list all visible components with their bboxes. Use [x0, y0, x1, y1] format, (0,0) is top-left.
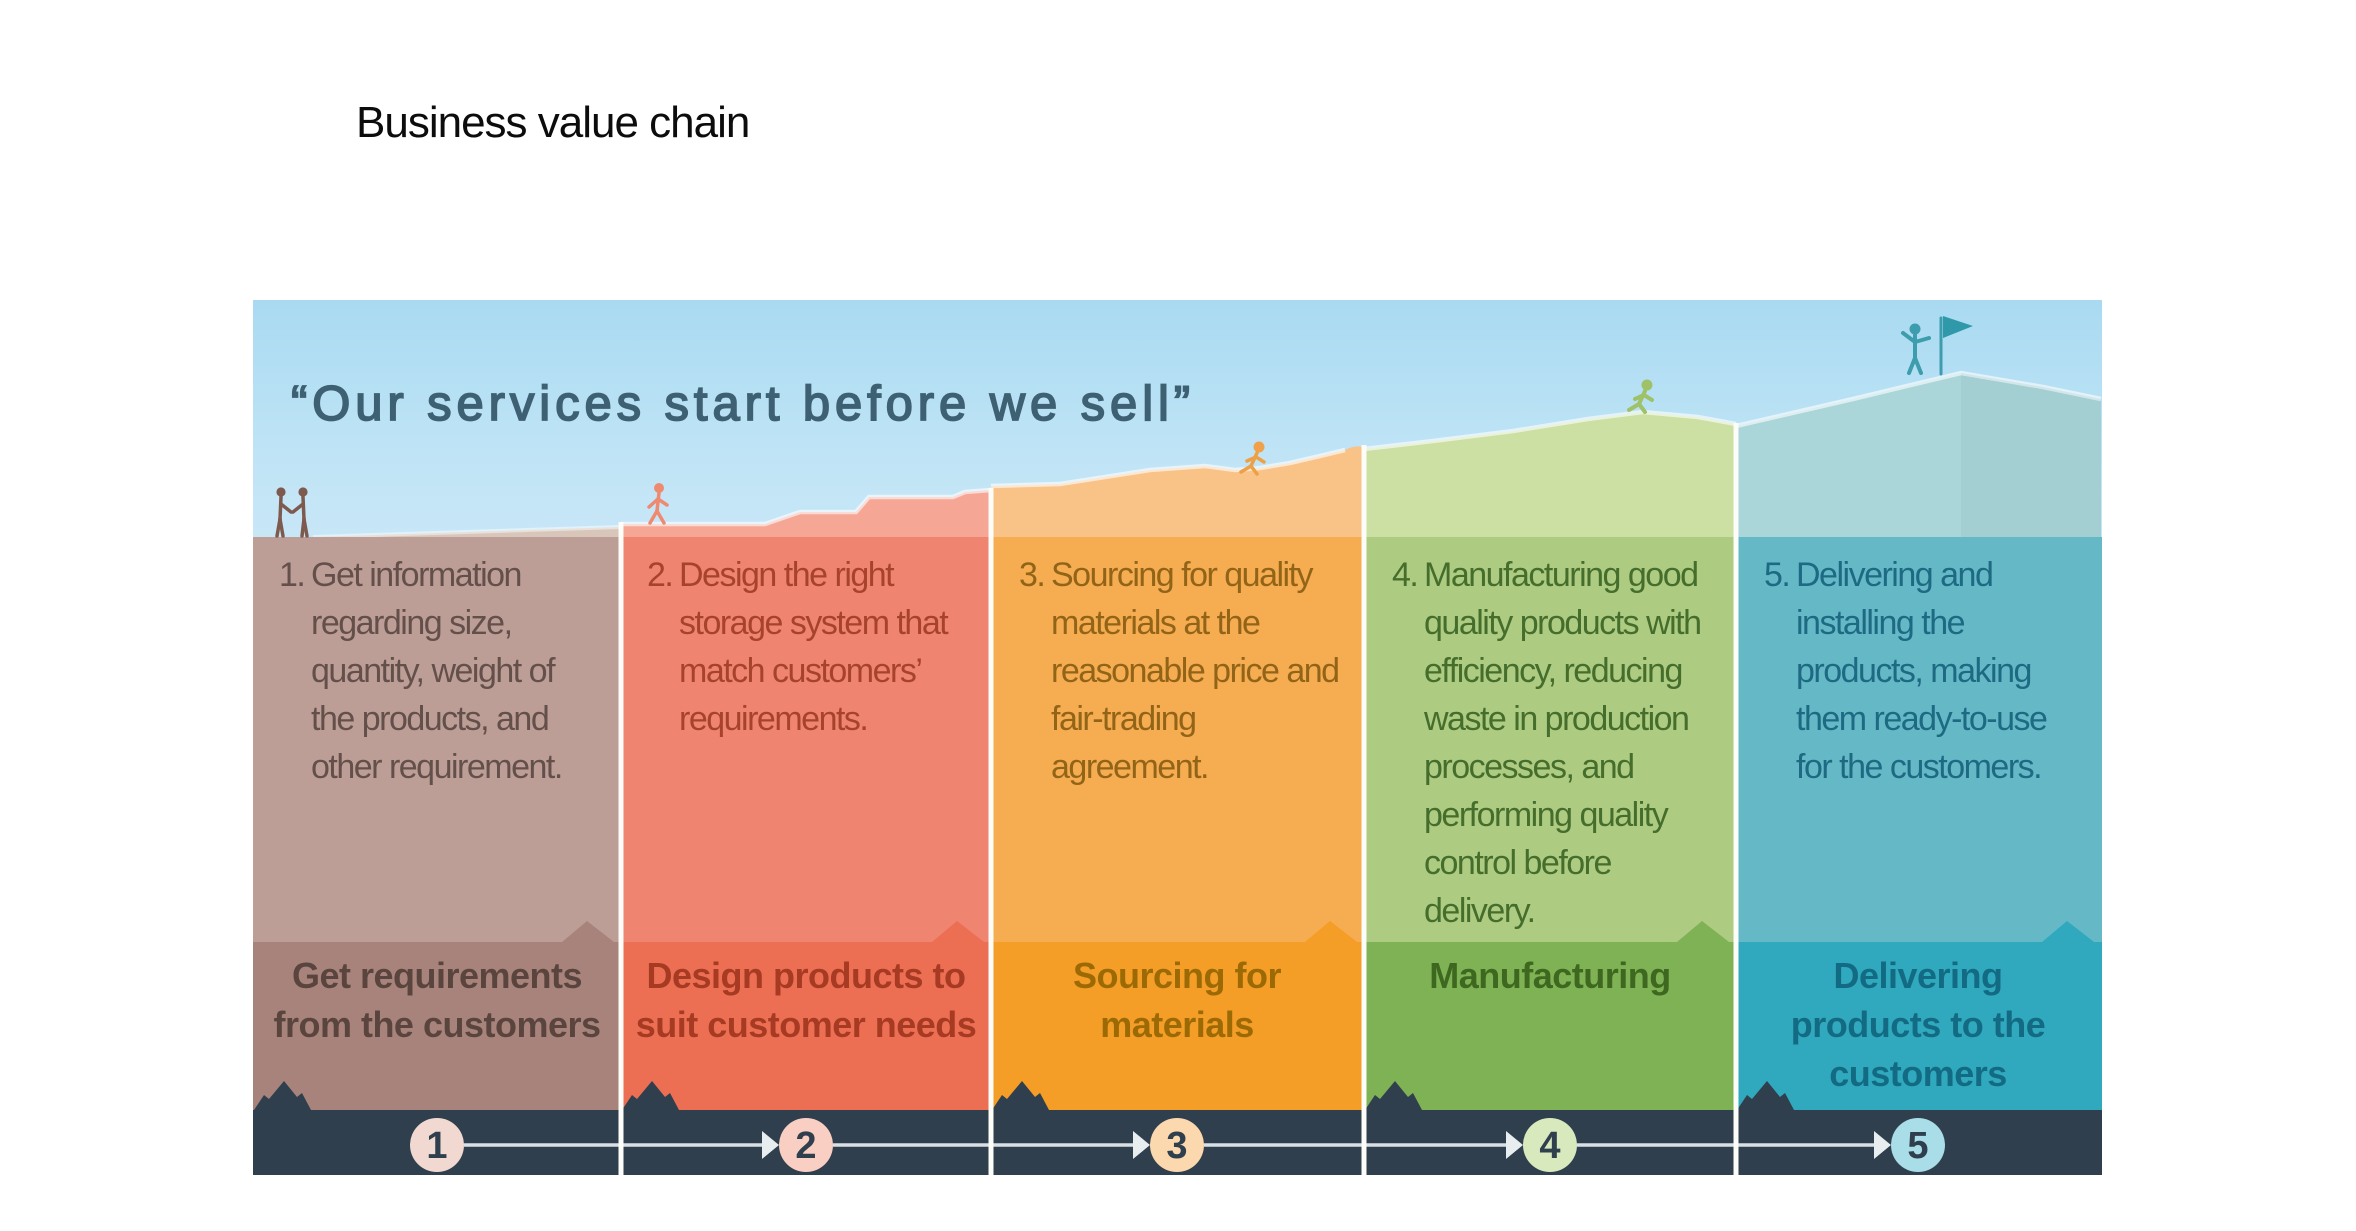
- svg-text:suit customer needs: suit customer needs: [636, 1004, 977, 1045]
- svg-text:waste in production: waste in production: [1423, 700, 1688, 738]
- svg-text:materials: materials: [1100, 1004, 1254, 1045]
- svg-text:“Our services start before we: “Our services start before we sell”: [291, 377, 1195, 431]
- svg-text:1.: 1.: [279, 556, 304, 594]
- svg-text:2: 2: [795, 1125, 816, 1167]
- svg-text:the products, and: the products, and: [311, 700, 548, 738]
- svg-text:1: 1: [426, 1125, 447, 1167]
- svg-text:processes, and: processes, and: [1424, 748, 1634, 786]
- svg-text:quality products with: quality products with: [1424, 604, 1701, 642]
- svg-text:fair-trading: fair-trading: [1051, 700, 1196, 738]
- svg-text:5.: 5.: [1764, 556, 1789, 594]
- svg-text:match customers’: match customers’: [679, 652, 921, 690]
- svg-text:other requirement.: other requirement.: [311, 748, 562, 786]
- svg-text:2.: 2.: [647, 556, 672, 594]
- svg-text:Delivering and: Delivering and: [1796, 556, 1992, 594]
- svg-text:Manufacturing good: Manufacturing good: [1424, 556, 1698, 594]
- svg-text:them ready-to-use: them ready-to-use: [1796, 700, 2047, 738]
- svg-text:agreement.: agreement.: [1051, 748, 1208, 786]
- svg-text:4.: 4.: [1392, 556, 1417, 594]
- svg-text:products to the: products to the: [1791, 1004, 2045, 1045]
- svg-text:Sourcing for: Sourcing for: [1073, 955, 1281, 996]
- svg-text:3: 3: [1166, 1125, 1187, 1167]
- svg-text:Design the right: Design the right: [679, 556, 895, 594]
- svg-text:Manufacturing: Manufacturing: [1429, 955, 1671, 996]
- svg-text:requirements.: requirements.: [679, 700, 867, 738]
- svg-text:regarding size,: regarding size,: [311, 604, 512, 642]
- svg-text:Design products to: Design products to: [646, 955, 965, 996]
- svg-text:3.: 3.: [1019, 556, 1044, 594]
- svg-text:4: 4: [1539, 1125, 1560, 1167]
- svg-text:for the customers.: for the customers.: [1796, 748, 2041, 786]
- svg-text:Sourcing for quality: Sourcing for quality: [1051, 556, 1314, 594]
- svg-text:storage system that: storage system that: [679, 604, 949, 642]
- svg-text:performing quality: performing quality: [1424, 796, 1669, 834]
- svg-text:5: 5: [1907, 1125, 1928, 1167]
- svg-text:delivery.: delivery.: [1424, 892, 1535, 930]
- svg-text:reasonable price and: reasonable price and: [1051, 652, 1339, 690]
- svg-text:installing the: installing the: [1796, 604, 1965, 642]
- svg-text:Get requirements: Get requirements: [292, 955, 582, 996]
- svg-text:Delivering: Delivering: [1833, 955, 2002, 996]
- svg-text:products, making: products, making: [1796, 652, 2031, 690]
- svg-text:from the customers: from the customers: [273, 1004, 600, 1045]
- svg-text:customers: customers: [1829, 1053, 2007, 1094]
- svg-text:control before: control before: [1424, 844, 1611, 882]
- svg-text:quantity, weight of: quantity, weight of: [311, 652, 556, 690]
- svg-text:materials at the: materials at the: [1051, 604, 1260, 642]
- svg-text:Get information: Get information: [311, 556, 521, 594]
- svg-text:efficiency, reducing: efficiency, reducing: [1424, 652, 1682, 690]
